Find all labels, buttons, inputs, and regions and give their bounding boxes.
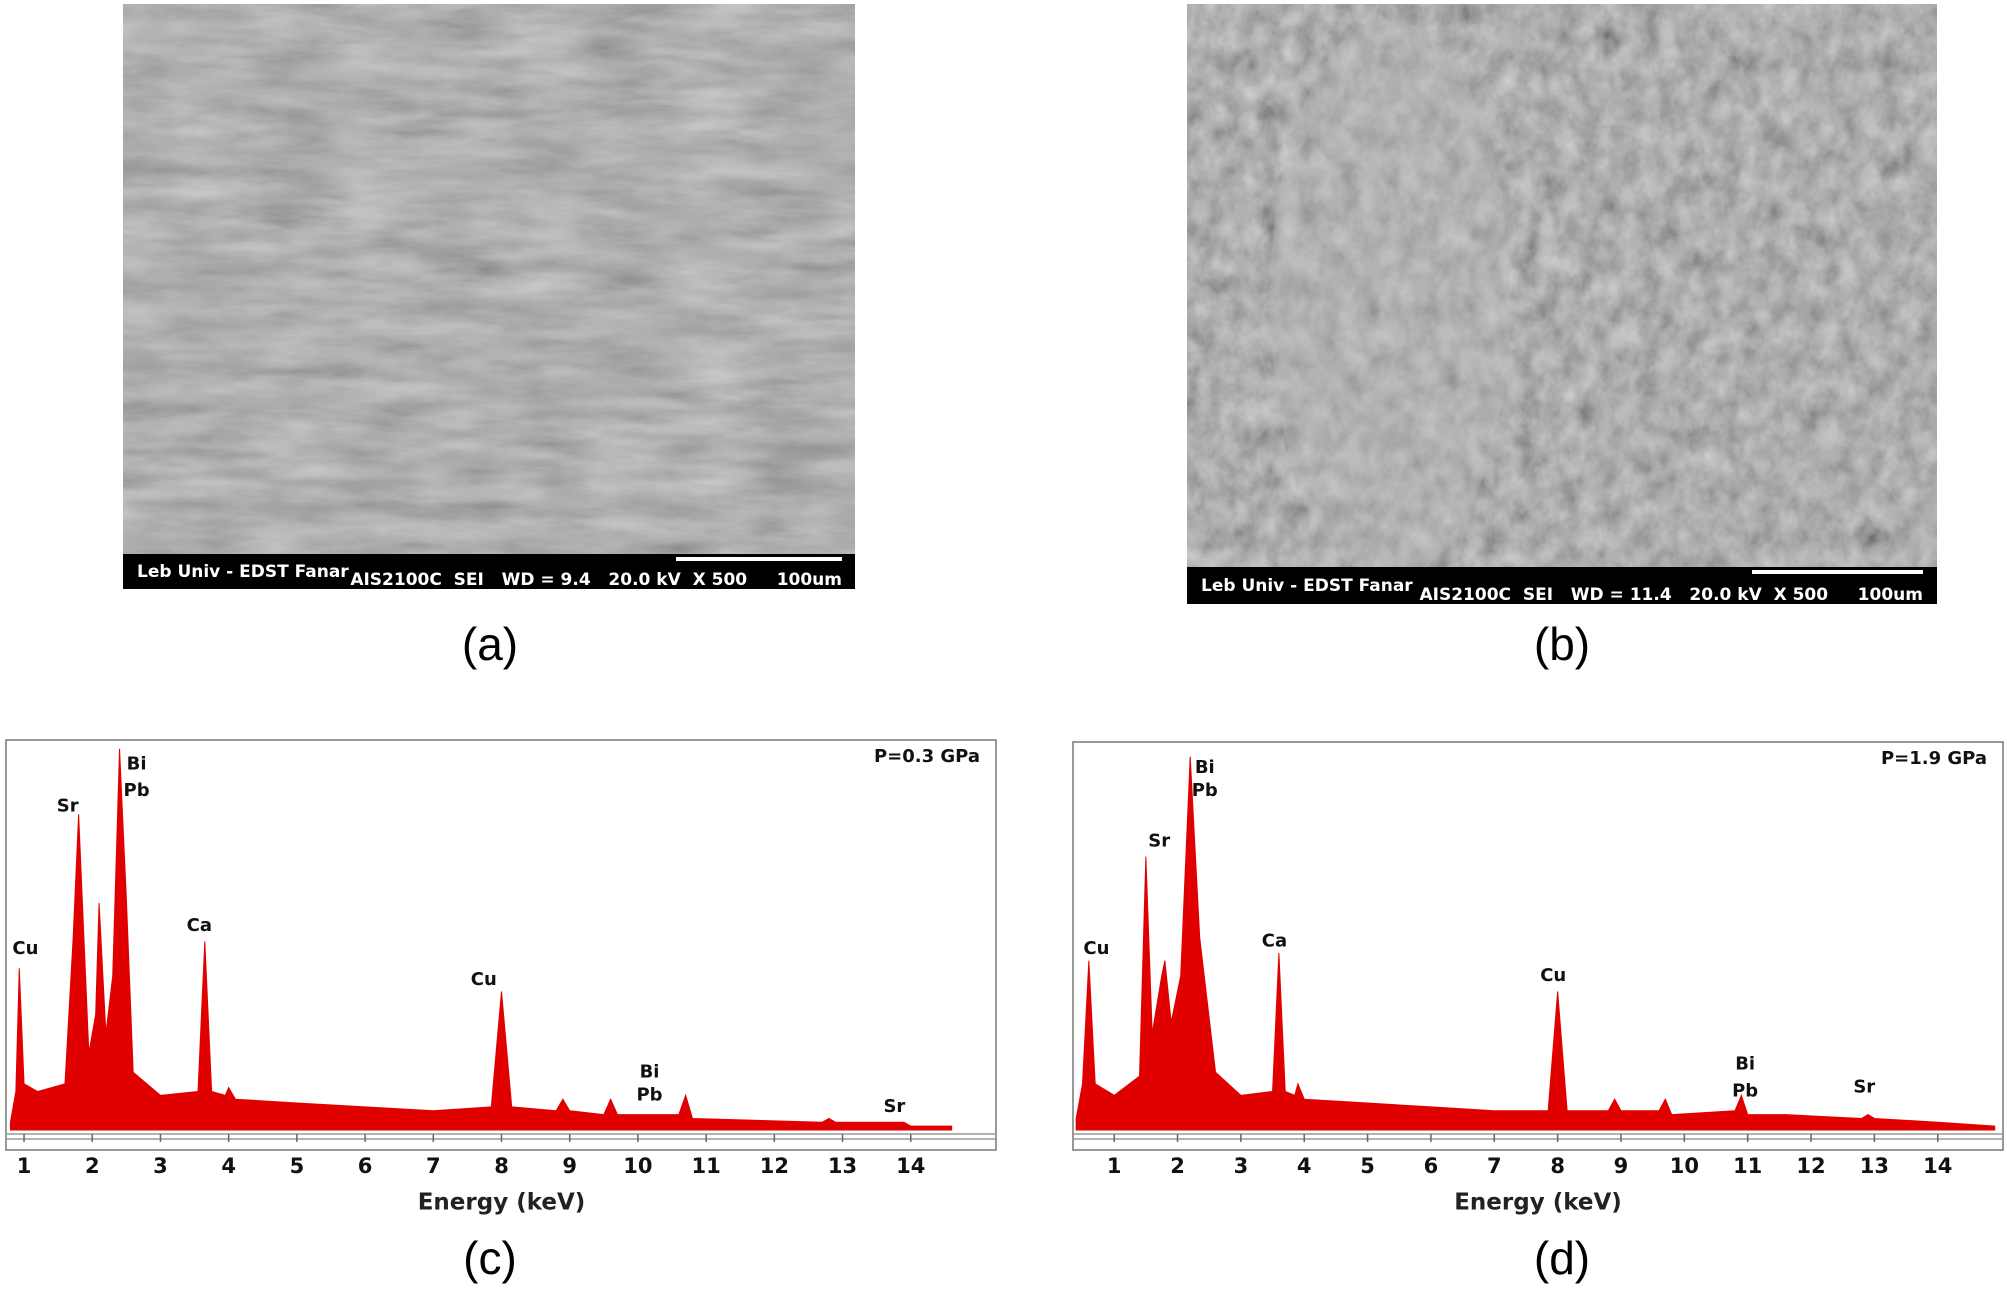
peak-label: Pb xyxy=(124,780,150,801)
x-tick-label: 7 xyxy=(1487,1154,1502,1178)
x-tick-label: 13 xyxy=(828,1154,857,1178)
x-tick-label: 14 xyxy=(1923,1154,1952,1178)
x-tick-label: 1 xyxy=(1107,1154,1122,1178)
chart-frame xyxy=(1072,741,2004,1151)
peak-label: Sr xyxy=(883,1096,905,1117)
panel-label: (c) xyxy=(463,1232,517,1284)
x-axis-label: Energy (keV) xyxy=(1454,1190,1622,1216)
x-tick-label: 6 xyxy=(1424,1154,1439,1178)
panel-label: (d) xyxy=(1534,1232,1590,1284)
x-tick-label: 13 xyxy=(1860,1154,1889,1178)
x-tick-label: 9 xyxy=(1614,1154,1629,1178)
x-tick-label: 2 xyxy=(85,1154,100,1178)
peak-label: Sr xyxy=(1853,1077,1875,1098)
x-tick-label: 8 xyxy=(494,1154,509,1178)
x-tick-label: 12 xyxy=(760,1154,789,1178)
spectrum xyxy=(9,748,953,1131)
x-axis-label: Energy (keV) xyxy=(418,1190,586,1216)
peak-label: Cu xyxy=(12,938,38,959)
x-tick-label: 8 xyxy=(1550,1154,1565,1178)
sem-info-left: Leb Univ - EDST Fanar xyxy=(137,562,349,582)
sem-info-right: AIS2100C SEI WD = 11.4 20.0 kV X 500 100… xyxy=(1419,585,1923,605)
x-tick-label: 4 xyxy=(221,1154,236,1178)
peak-label: Sr xyxy=(1148,830,1170,851)
peak-label: Ca xyxy=(187,915,212,936)
x-tick-label: 5 xyxy=(1360,1154,1375,1178)
peak-label: Bi xyxy=(127,753,147,774)
sem-image-a: Leb Univ - EDST Fanar AIS2100C SEI WD = … xyxy=(123,4,855,590)
panel-label: (a) xyxy=(462,618,518,670)
x-tick-label: 7 xyxy=(426,1154,441,1178)
peak-label: Cu xyxy=(471,969,497,990)
peak-label: Pb xyxy=(1732,1081,1758,1102)
sem-info-right: AIS2100C SEI WD = 9.4 20.0 kV X 500 100u… xyxy=(350,570,842,590)
panel-label: (b) xyxy=(1534,618,1590,670)
x-tick-label: 11 xyxy=(692,1154,721,1178)
x-tick-label: 2 xyxy=(1170,1154,1185,1178)
peak-label: Bi xyxy=(1195,757,1215,778)
peak-label: Cu xyxy=(1083,938,1109,959)
peak-label: Ca xyxy=(1262,930,1287,951)
sem-info-left: Leb Univ - EDST Fanar xyxy=(1201,576,1413,596)
peak-label: Pb xyxy=(636,1084,662,1105)
x-tick-label: 10 xyxy=(1670,1154,1699,1178)
spectrum xyxy=(1075,756,1996,1131)
peak-label: Sr xyxy=(57,796,79,817)
x-tick-label: 1 xyxy=(17,1154,32,1178)
x-tick-label: 3 xyxy=(153,1154,168,1178)
x-tick-label: 4 xyxy=(1297,1154,1312,1178)
peak-label: Pb xyxy=(1192,780,1218,801)
chart-subtitle: P=1.9 GPa xyxy=(1881,748,1987,769)
x-tick-label: 12 xyxy=(1796,1154,1825,1178)
x-tick-label: 3 xyxy=(1234,1154,1249,1178)
x-tick-label: 5 xyxy=(290,1154,305,1178)
peak-label: Bi xyxy=(1735,1054,1755,1075)
peak-label: Bi xyxy=(640,1061,660,1082)
chart-subtitle: P=0.3 GPa xyxy=(874,746,980,767)
x-tick-label: 11 xyxy=(1733,1154,1762,1178)
peak-label: Cu xyxy=(1540,965,1566,986)
x-tick-label: 10 xyxy=(623,1154,652,1178)
x-tick-label: 14 xyxy=(896,1154,925,1178)
x-tick-label: 9 xyxy=(562,1154,577,1178)
sem-image-b: Leb Univ - EDST Fanar AIS2100C SEI WD = … xyxy=(1187,4,1937,605)
x-tick-label: 6 xyxy=(358,1154,373,1178)
